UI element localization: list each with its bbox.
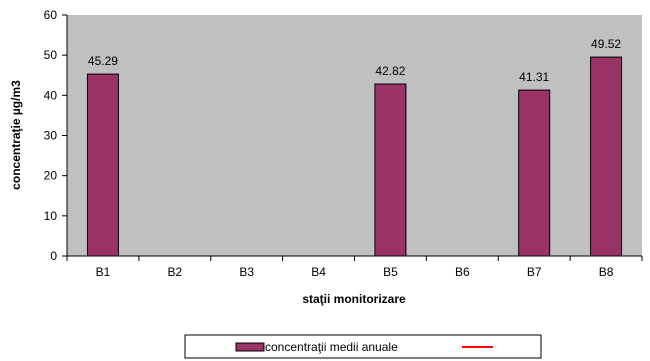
bar-value-label: 49.52 [591,37,621,51]
y-tick-label: 60 [44,8,58,22]
plot-area [67,15,642,256]
bar-value-labels: 45.29 42.82 41.31 49.52 [88,37,621,84]
x-tick-label: B2 [167,265,182,279]
bar-B8 [590,56,623,257]
x-tick-label: B4 [311,265,326,279]
x-tick-label: B5 [383,265,398,279]
y-tick-label: 20 [44,169,58,183]
y-tick-label: 50 [44,48,58,62]
x-tick-label: B7 [527,265,542,279]
legend-box [184,334,542,359]
x-tick-label: B8 [599,265,614,279]
legend-swatch-bars [235,342,265,352]
bar-value-label: 42.82 [375,64,405,78]
x-tick-label: B6 [455,265,470,279]
bars [86,56,623,257]
bar-B7 [518,89,551,257]
y-tick-label: 0 [50,249,57,263]
y-tick-label: 30 [44,129,58,143]
y-tick-label: 10 [44,209,58,223]
legend: concentraţii medii anuale [184,334,542,359]
y-axis-title: concentraţie µg/m3 [9,80,23,190]
y-axis-ticks: 0 10 20 30 40 50 60 [44,8,67,263]
bar-B5 [374,83,407,257]
bar-B1 [86,73,119,257]
y-tick-label: 40 [44,88,58,102]
x-axis-ticks: B1 B2 B3 B4 B5 B6 B7 B8 [66,256,643,279]
legend-label-bars: concentraţii medii anuale [265,340,398,354]
x-axis-title: staţii monitorizare [302,292,406,306]
x-tick-label: B1 [96,265,111,279]
bar-value-label: 41.31 [519,70,549,84]
bar-value-label: 45.29 [88,54,118,68]
x-tick-label: B3 [239,265,254,279]
